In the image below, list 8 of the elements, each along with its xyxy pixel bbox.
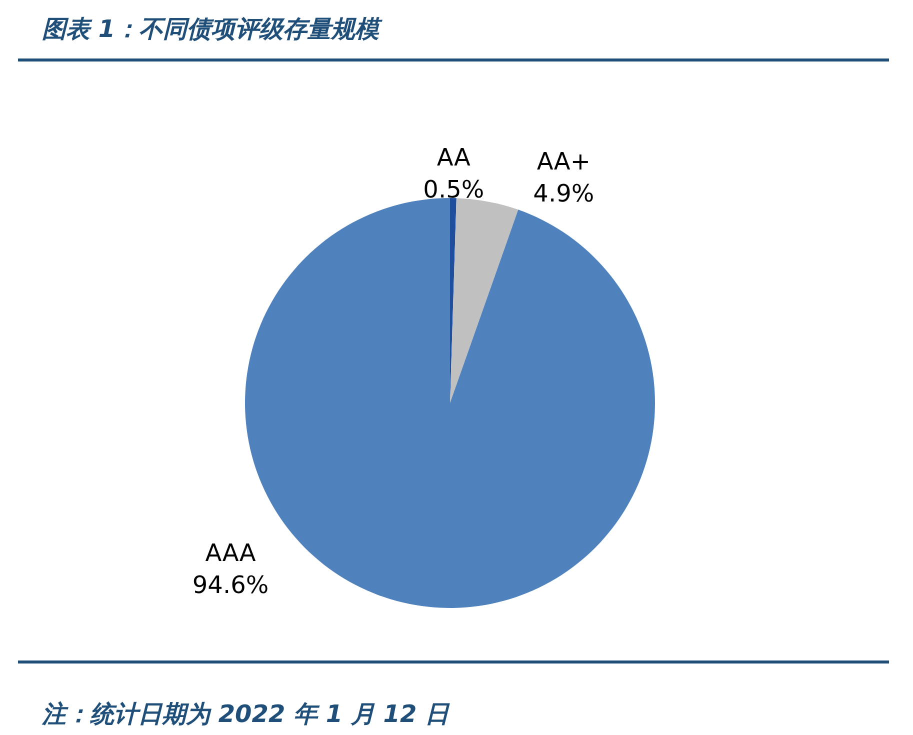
slice-label: AA+ <box>536 147 590 176</box>
data-label: 0.5% <box>423 175 484 204</box>
slice-label: AA <box>436 143 471 172</box>
slice-label: AAA <box>205 538 256 567</box>
chart-title: 图表 1：不同债项评级存量规模 <box>42 15 384 43</box>
text: 注：统计日期为 2022 年 1 月 12 日 <box>41 700 450 728</box>
data-label: 4.9% <box>533 179 594 208</box>
data-label: 94.6% <box>192 570 269 599</box>
